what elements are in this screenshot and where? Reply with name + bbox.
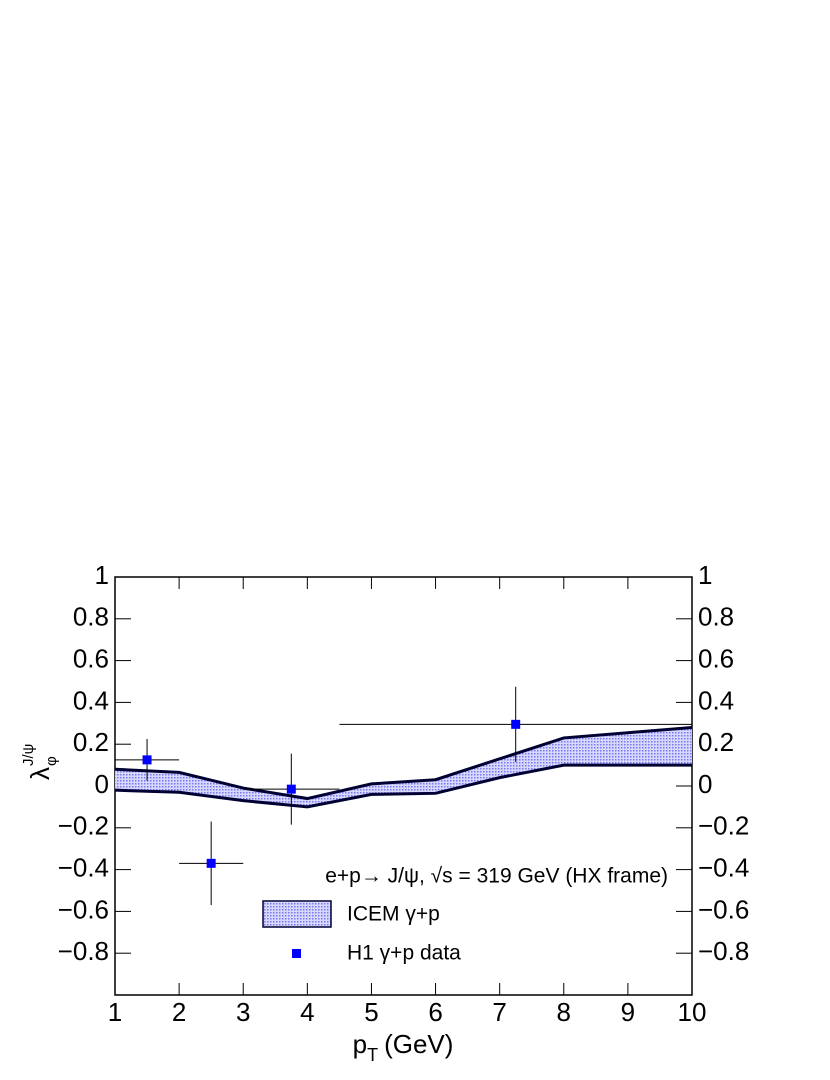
y-tick-label: 0.6	[73, 643, 109, 673]
y-tick-label: 0	[95, 769, 109, 799]
legend-label: H1 γ+p data	[347, 942, 461, 965]
y-tick-label: −0.2	[58, 811, 109, 841]
y-label-sub: φ	[43, 756, 60, 766]
y-tick-label-right: 1	[698, 560, 712, 590]
y-label-symbol: λ	[25, 767, 55, 780]
annotation: e+p→ J/ψ, √s = 319 GeV (HX frame)	[325, 865, 668, 888]
y-tick-label-right: 0.2	[698, 727, 734, 757]
legend-label: ICEM γ+p	[347, 903, 440, 926]
y-tick-label: 0.2	[73, 727, 109, 757]
y-tick-label: 0.8	[73, 602, 109, 632]
y-tick-label-right: 0.8	[698, 602, 734, 632]
x-tick-label: 9	[621, 997, 635, 1027]
data-point	[142, 755, 152, 765]
y-tick-label: 1	[95, 560, 109, 590]
data-point	[286, 784, 296, 794]
y-tick-label-right: 0.6	[698, 643, 734, 673]
x-tick-label: 3	[236, 997, 250, 1027]
legend-marker	[292, 949, 301, 958]
x-tick-label: 5	[364, 997, 378, 1027]
y-tick-label: −0.8	[58, 936, 109, 966]
band-upper	[114, 725, 693, 801]
y-tick-label-right: −0.8	[698, 936, 749, 966]
x-tick-label: 1	[108, 997, 122, 1027]
band-area	[115, 727, 692, 807]
data-point	[206, 858, 216, 868]
y-tick-label-right: −0.2	[698, 811, 749, 841]
x-label-main: p	[353, 1029, 367, 1059]
y-tick-label: −0.4	[58, 852, 109, 882]
x-tick-label: 8	[557, 997, 571, 1027]
y-tick-label-right: 0.4	[698, 685, 734, 715]
y-tick-label: 0.4	[73, 685, 109, 715]
x-tick-label: 7	[492, 997, 506, 1027]
y-tick-label-right: −0.4	[698, 852, 749, 882]
y-tick-label: −0.6	[58, 894, 109, 924]
x-axis-label: pT (GeV)	[353, 1029, 454, 1065]
x-label-unit: (GeV)	[384, 1029, 453, 1059]
x-label-sub: T	[367, 1045, 378, 1065]
y-tick-label-right: 0	[698, 769, 712, 799]
band-lower	[114, 763, 692, 809]
y-label-sup: J/ψ	[20, 744, 37, 766]
y-axis-label: λ J/ψ φ	[20, 744, 60, 780]
x-tick-label: 4	[300, 997, 314, 1027]
x-tick-label: 10	[678, 997, 707, 1027]
x-tick-label: 2	[172, 997, 186, 1027]
y-tick-label-right: −0.6	[698, 894, 749, 924]
data-point	[511, 719, 521, 729]
legend-swatch	[262, 900, 332, 928]
x-tick-label: 6	[428, 997, 442, 1027]
